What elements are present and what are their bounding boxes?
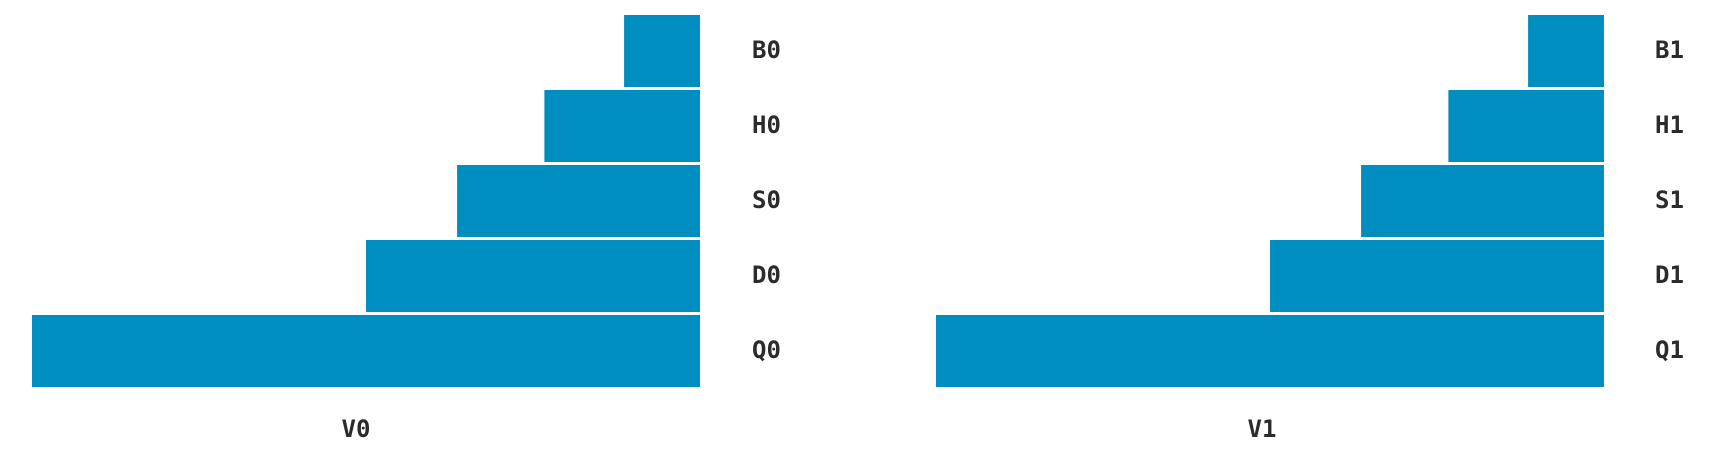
bar-q1: [936, 315, 1604, 387]
chart-panel-v1: B1 H1 S1 D1 Q1 V1: [936, 15, 1684, 443]
bar-d1: [1270, 240, 1604, 312]
chart-panel-v0: B0 H0 S0 D0 Q0 V0: [32, 15, 781, 443]
bar-q0: [32, 315, 700, 387]
x-axis-label: V0: [342, 415, 371, 443]
category-label-b1: B1: [1655, 36, 1684, 64]
category-label-h0: H0: [752, 111, 781, 139]
category-label-s1: S1: [1655, 186, 1684, 214]
bar-s1: [1361, 165, 1604, 237]
bar-b1: [1528, 15, 1604, 87]
x-axis-label: V1: [1248, 415, 1277, 443]
category-label-q1: Q1: [1655, 336, 1684, 364]
bar-d0: [366, 240, 700, 312]
category-label-q0: Q0: [752, 336, 781, 364]
category-label-d0: D0: [752, 261, 781, 289]
category-label-s0: S0: [752, 186, 781, 214]
bar-h1: [1448, 90, 1604, 162]
category-label-d1: D1: [1655, 261, 1684, 289]
category-label-h1: H1: [1655, 111, 1684, 139]
bar-b0: [624, 15, 700, 87]
bar-h0: [544, 90, 700, 162]
bar-s0: [457, 165, 700, 237]
category-label-b0: B0: [752, 36, 781, 64]
